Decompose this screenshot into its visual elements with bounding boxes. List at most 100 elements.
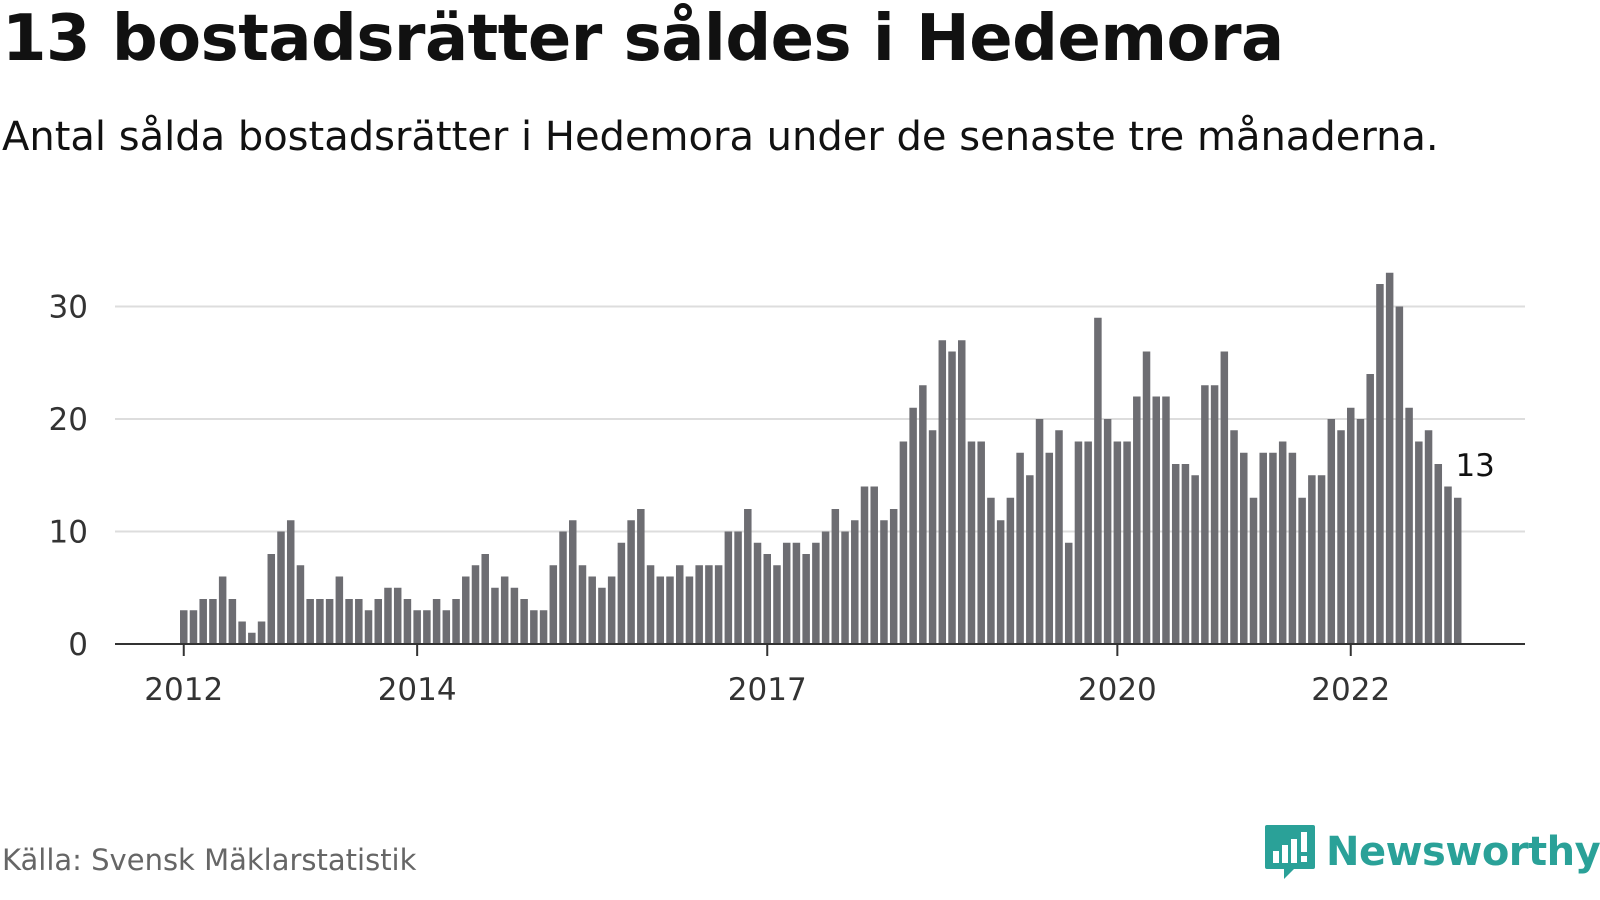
bar-2016-06 [695,565,703,644]
bar-2012-01 [180,610,188,644]
bar-chart: 0 10 20 30 2012 2014 2017 2020 2022 13 [49,272,1525,708]
bar-2020-10 [1201,385,1209,644]
bar-2022-05 [1385,272,1394,644]
y-tick-label: 20 [49,402,88,438]
bar-2021-12 [1337,430,1345,644]
bar-2018-06 [928,430,937,644]
bar-2016-02 [656,576,665,644]
bar-2014-01 [413,610,421,644]
bar-2021-05 [1269,452,1277,644]
bar-2022-11 [1444,486,1452,644]
bar-2014-07 [471,565,480,644]
bar-2013-01 [296,565,305,644]
bar-2022-10 [1434,464,1443,644]
bar-2013-10 [384,587,392,644]
bar-2013-03 [316,599,324,644]
bar-2016-05 [685,576,694,644]
y-tick-label: 0 [68,627,88,663]
bar-2019-01 [996,520,1005,644]
bar-2020-12 [1220,351,1229,644]
source-note: Källa: Svensk Mäklarstatistik [2,843,417,877]
bar-2021-09 [1308,475,1316,644]
bar-2022-08 [1415,441,1423,644]
bar-2016-08 [714,565,723,644]
bar-2019-02 [1006,497,1015,644]
bar-2018-10 [967,441,976,644]
bar-2014-09 [491,587,499,644]
bar-2012-02 [189,610,198,644]
bar-2019-03 [1016,452,1024,644]
newsworthy-logo: Newsworthy [1264,822,1600,882]
bar-2020-07 [1171,464,1180,644]
bar-2013-05 [335,576,344,644]
bar-2019-09 [1074,441,1083,644]
bar-2012-07 [238,621,246,644]
bar-2022-02 [1356,419,1365,644]
bar-2021-11 [1327,419,1336,644]
x-tick-label: 2014 [378,672,457,708]
bar-2021-10 [1317,475,1326,644]
bar-2015-09 [607,576,616,644]
bar-2015-04 [559,531,567,644]
bar-2016-07 [705,565,713,644]
bar-2014-08 [481,554,489,644]
bar-2019-06 [1045,452,1054,644]
bar-2016-10 [734,531,742,644]
y-tick-label: 30 [49,290,88,326]
bar-2022-07 [1405,407,1413,644]
bar-2022-09 [1424,430,1433,644]
bar-2018-11 [977,441,985,644]
bar-2014-03 [432,599,441,644]
bar-2018-01 [880,520,888,644]
bar-2015-01 [530,610,538,644]
bar-2015-05 [569,520,577,644]
bar-2017-09 [841,531,849,644]
bar-2017-06 [812,542,820,644]
bar-2014-11 [510,587,519,644]
x-tick-label: 2017 [728,672,807,708]
bar-2021-08 [1298,497,1306,644]
bar-2022-01 [1347,407,1355,644]
bar-2015-02 [539,610,548,644]
bar-2012-09 [257,621,266,644]
bar-2021-06 [1278,441,1287,644]
x-tick-label: 2012 [144,672,223,708]
chart-title: 13 bostadsrätter såldes i Hedemora [2,2,1284,76]
bar-2015-06 [578,565,587,644]
bar-2013-07 [355,599,363,644]
bar-2022-12 [1453,497,1462,644]
bar-2022-04 [1376,284,1384,644]
bar-2013-04 [325,599,334,644]
bar-2014-06 [462,576,470,644]
bar-2013-02 [306,599,314,644]
brand-name: Newsworthy [1326,829,1600,875]
bar-2017-08 [831,509,840,644]
bar-2012-03 [199,599,207,644]
bar-2021-04 [1259,452,1267,644]
bar-2014-05 [452,599,460,644]
bar-2015-11 [627,520,635,644]
bar-2016-03 [666,576,674,644]
bar-2020-09 [1191,475,1199,644]
bar-2020-08 [1181,464,1190,644]
bar-2019-08 [1064,542,1073,644]
bar-2019-04 [1026,475,1034,644]
x-tick-label: 2022 [1311,672,1390,708]
bar-2014-12 [520,599,528,644]
bar-2012-08 [248,632,256,644]
bar-2017-04 [792,542,801,644]
bar-2012-06 [228,599,237,644]
highlight-value-label: 13 [1455,448,1494,484]
bar-2016-04 [675,565,684,644]
bar-2017-01 [763,554,771,644]
bar-2016-01 [646,565,655,644]
bar-2022-03 [1366,374,1374,644]
bar-2021-01 [1230,430,1238,644]
bar-2018-09 [958,340,966,644]
bars [180,272,1462,644]
bar-2018-12 [987,497,995,644]
bar-2019-12 [1103,419,1112,644]
bar-2013-12 [403,599,412,644]
bar-2018-02 [889,509,898,644]
bar-2014-04 [442,610,451,644]
